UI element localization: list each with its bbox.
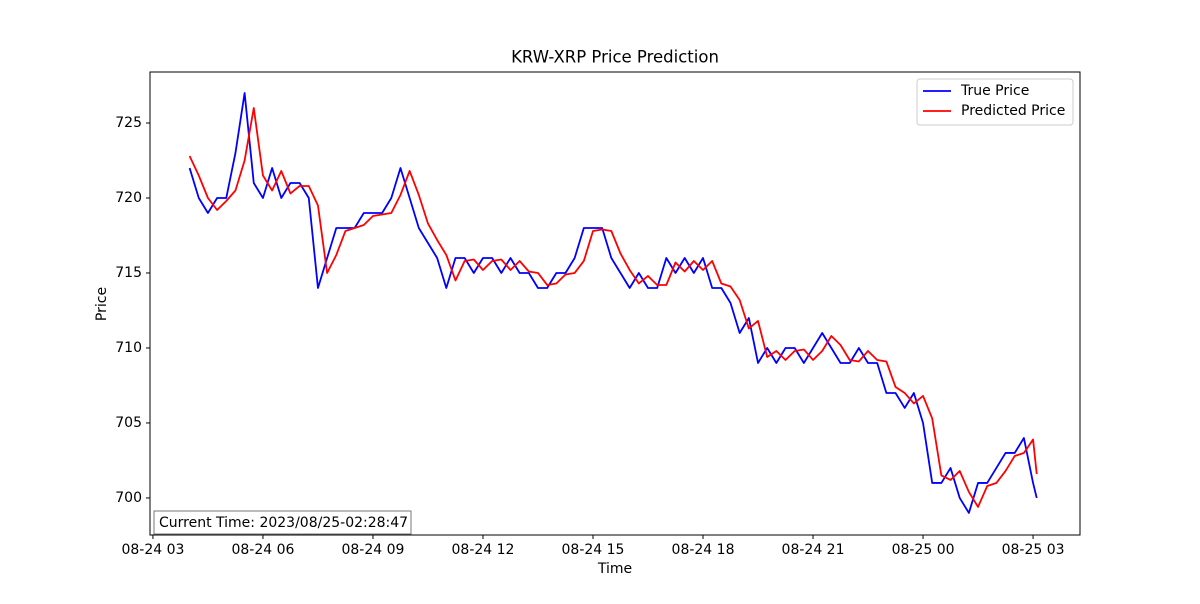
y-axis-label: Price bbox=[94, 287, 110, 321]
x-tick-label: 08-24 06 bbox=[231, 542, 294, 558]
annotation: Current Time: 2023/08/25-02:28:47 bbox=[159, 515, 408, 531]
y-tick-label: 720 bbox=[115, 190, 142, 206]
y-tick-label: 705 bbox=[115, 415, 142, 431]
x-tick-label: 08-24 15 bbox=[562, 542, 625, 558]
plot-frame bbox=[149, 71, 1081, 536]
x-tick-label: 08-24 21 bbox=[782, 542, 845, 558]
series-line bbox=[188, 107, 1038, 508]
y-tick-label: 725 bbox=[115, 115, 142, 131]
legend-label: True Price bbox=[960, 83, 1029, 99]
x-tick-label: 08-24 09 bbox=[341, 542, 404, 558]
legend-label: Predicted Price bbox=[961, 103, 1065, 119]
series-line bbox=[188, 92, 1038, 514]
x-tick-label: 08-24 03 bbox=[121, 542, 184, 558]
legend-box bbox=[916, 78, 1074, 126]
y-tick-label: 715 bbox=[115, 265, 142, 281]
chart-title: KRW-XRP Price Prediction bbox=[511, 48, 719, 67]
y-tick-label: 710 bbox=[115, 340, 142, 356]
x-tick-label: 08-24 12 bbox=[452, 542, 515, 558]
x-tick-label: 08-24 18 bbox=[672, 542, 735, 558]
y-tick-label: 700 bbox=[115, 490, 142, 506]
x-tick-label: 08-25 00 bbox=[892, 542, 955, 558]
x-axis-label: Time bbox=[597, 561, 632, 577]
x-tick-label: 08-25 03 bbox=[1002, 542, 1065, 558]
annotation-box bbox=[153, 510, 412, 535]
